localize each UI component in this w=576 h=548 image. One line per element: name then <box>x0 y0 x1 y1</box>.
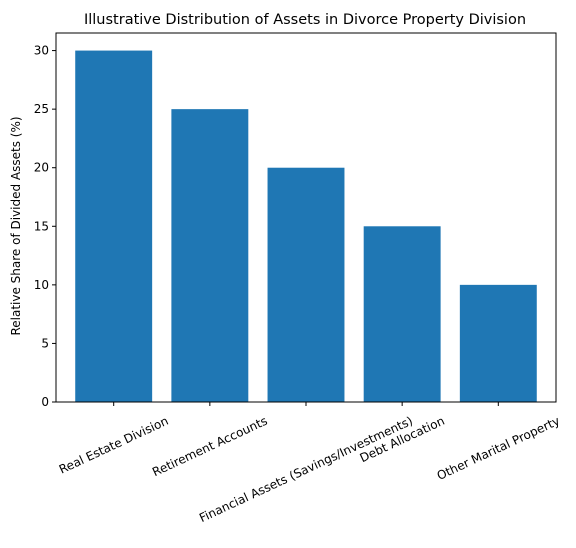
bar-5 <box>459 284 537 402</box>
y-tick-label: 10 <box>34 278 49 292</box>
chart-title: Illustrative Distribution of Assets in D… <box>84 12 526 28</box>
bar-1 <box>75 50 153 402</box>
bar-2 <box>171 109 249 403</box>
plot-frame <box>55 32 557 403</box>
y-tick-label: 25 <box>34 102 49 116</box>
y-tick-label: 15 <box>34 219 49 233</box>
x-tick-label: Other Marital Property <box>435 414 562 483</box>
bars-group <box>75 50 537 403</box>
y-axis: 0 5 10 15 20 25 30 <box>34 44 56 409</box>
bar-3 <box>267 167 345 402</box>
y-tick-label: 5 <box>41 336 49 350</box>
bar-4 <box>363 226 441 402</box>
y-tick-label: 20 <box>34 161 49 175</box>
y-tick-label: 30 <box>34 44 49 58</box>
y-tick-label: 0 <box>41 395 49 409</box>
y-axis-label: Relative Share of Divided Assets (%) <box>9 116 23 335</box>
